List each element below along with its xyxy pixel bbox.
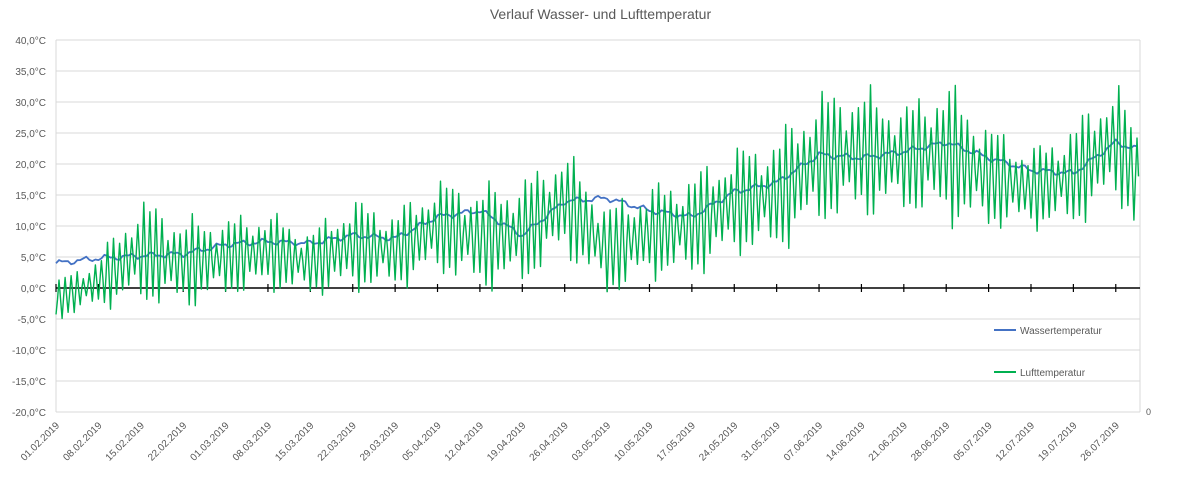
x-tick-label: 01.02.2019	[19, 420, 62, 463]
legend-label: Lufttemperatur	[1020, 368, 1086, 379]
x-tick-label: 26.07.2019	[1079, 420, 1122, 463]
stray-zero-label: 0	[1146, 407, 1151, 417]
x-tick-label: 28.06.2019	[909, 420, 952, 463]
series-line-lufttemperatur	[55, 84, 1140, 320]
y-tick-label: 25,0°C	[15, 129, 46, 140]
x-tick-label: 26.04.2019	[528, 420, 571, 463]
x-tick-label: 22.02.2019	[146, 420, 189, 463]
gridlines	[55, 39, 1141, 413]
x-tick-label: 05.07.2019	[952, 420, 995, 463]
y-axis: -20,0°C -15,0°C -10,0°C -5,0°C 0,0°C 5,0°C 10,…	[12, 36, 46, 419]
x-tick-label: 05.04.2019	[400, 420, 443, 463]
legend: Wassertemperatur Lufttemperatur	[994, 326, 1103, 379]
y-tick-label: -5,0°C	[18, 315, 46, 326]
y-tick-label: -20,0°C	[12, 408, 46, 419]
x-tick-label: 10.05.2019	[612, 420, 655, 463]
chart-title: Verlauf Wasser- und Lufttemperatur	[489, 6, 712, 22]
x-tick-label: 15.03.2019	[273, 420, 316, 463]
y-tick-label: 10,0°C	[15, 222, 46, 233]
y-tick-label: -10,0°C	[12, 346, 46, 357]
x-axis: 01.02.2019 08.02.2019 15.02.2019 22.02.2019…	[19, 284, 1140, 464]
y-tick-label: 30,0°C	[15, 98, 46, 109]
x-tick-label: 21.06.2019	[867, 420, 910, 463]
x-tick-label: 08.03.2019	[231, 420, 274, 463]
y-tick-label: 35,0°C	[15, 67, 46, 78]
x-tick-label: 15.02.2019	[104, 420, 147, 463]
x-tick-label: 01.03.2019	[189, 420, 232, 463]
x-tick-label: 14.06.2019	[824, 420, 867, 463]
x-tick-label: 08.02.2019	[61, 420, 104, 463]
x-tick-label: 19.07.2019	[1036, 420, 1079, 463]
x-tick-label: 12.07.2019	[994, 420, 1037, 463]
x-tick-label: 31.05.2019	[740, 420, 783, 463]
y-tick-label: 40,0°C	[15, 36, 46, 47]
x-tick-label: 19.04.2019	[485, 420, 528, 463]
x-tick-label: 17.05.2019	[655, 420, 698, 463]
y-tick-label: -15,0°C	[12, 377, 46, 388]
x-tick-label: 03.05.2019	[570, 420, 613, 463]
series-lines	[55, 84, 1140, 320]
y-tick-label: 5,0°C	[21, 253, 46, 264]
y-tick-label: 0,0°C	[21, 284, 46, 295]
x-tick-label: 12.04.2019	[443, 420, 486, 463]
x-tick-label: 07.06.2019	[782, 420, 825, 463]
x-tick-label: 24.05.2019	[697, 420, 740, 463]
x-tick-label: 22.03.2019	[316, 420, 359, 463]
y-tick-label: 15,0°C	[15, 191, 46, 202]
y-tick-label: 20,0°C	[15, 160, 46, 171]
x-tick-label: 29.03.2019	[358, 420, 401, 463]
legend-label: Wassertemperatur	[1020, 326, 1103, 337]
